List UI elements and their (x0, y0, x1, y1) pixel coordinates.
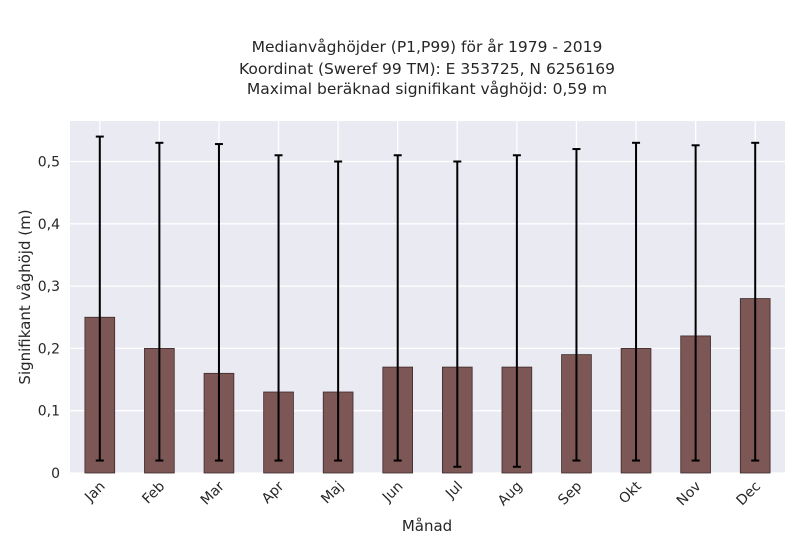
y-tick-label: 0,4 (38, 217, 60, 233)
y-tick-label: 0,5 (38, 154, 60, 170)
plot-area (70, 121, 785, 473)
chart-title-line-1: Medianvåghöjder (P1,P99) för år 1979 - 2… (252, 38, 603, 56)
x-axis-ticks: Jan Feb Mar Apr Maj Jun Jul Aug Sep Okt Nov Dec (81, 478, 764, 509)
x-tick-label: Nov (674, 479, 705, 510)
x-tick-label: Mar (198, 478, 228, 508)
chart-title-line-3: Maximal beräknad signifikant våghöjd: 0,… (247, 80, 607, 98)
x-tick-label: Jul (442, 479, 466, 503)
x-tick-label: Apr (259, 478, 288, 507)
y-axis-ticks: 0 0,1 0,2 0,3 0,4 0,5 (38, 154, 60, 482)
x-tick-label: Sep (555, 478, 585, 508)
chart-title: Medianvåghöjder (P1,P99) för år 1979 - 2… (239, 38, 615, 98)
y-axis-label: Signifikant våghöjd (m) (16, 209, 34, 384)
x-tick-label: Feb (139, 478, 168, 507)
chart-title-line-2: Koordinat (Sweref 99 TM): E 353725, N 62… (239, 60, 615, 78)
y-tick-label: 0,1 (38, 404, 60, 420)
x-tick-label: Aug (495, 479, 526, 510)
error-bars (95, 135, 760, 468)
y-tick-label: 0,2 (38, 341, 60, 357)
x-tick-label: Dec (734, 479, 764, 509)
y-tick-label: 0 (51, 466, 60, 482)
x-tick-label: Okt (616, 478, 645, 507)
x-tick-label: Jan (81, 479, 108, 506)
x-tick-label: Maj (318, 479, 347, 508)
x-axis-label: Månad (402, 517, 452, 535)
x-tick-label: Jun (379, 479, 406, 506)
y-tick-label: 0,3 (38, 279, 60, 295)
